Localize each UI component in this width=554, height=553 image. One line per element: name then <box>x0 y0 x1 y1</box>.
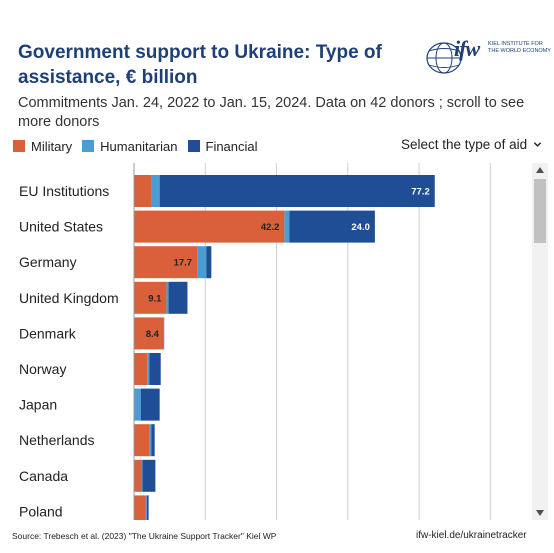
bar-eu-institutions-military[interactable] <box>134 175 152 207</box>
data-label-united-states-military: 42.2 <box>261 222 280 233</box>
category-label-canada: Canada <box>19 468 68 484</box>
data-label-germany-military: 17.7 <box>174 258 193 269</box>
category-label-netherlands: Netherlands <box>19 432 95 448</box>
bar-united-kingdom-military[interactable] <box>134 281 167 314</box>
bar-norway-military[interactable] <box>134 353 148 385</box>
source-link[interactable]: ifw-kiel.de/ukrainetracker <box>416 530 527 541</box>
aid-type-dropdown[interactable]: Select the type of aid <box>401 137 542 152</box>
bar-germany-financial[interactable] <box>206 246 212 279</box>
category-label-poland: Poland <box>19 503 63 519</box>
globe-icon <box>426 42 462 74</box>
data-label-united-kingdom-military: 9.1 <box>148 293 162 304</box>
chevron-down-icon <box>533 142 542 147</box>
bar-united-states-financial[interactable] <box>289 210 375 243</box>
bar-netherlands-humanitarian[interactable] <box>149 424 152 457</box>
category-label-norway: Norway <box>19 361 66 377</box>
bar-chart: EU Institutions 77.2 United States 42.2 24.0… <box>19 163 491 520</box>
caret-up-icon <box>536 167 544 173</box>
category-label-eu-institutions: EU Institutions <box>19 183 109 199</box>
bar-norway-humanitarian[interactable] <box>147 353 150 385</box>
category-label-germany: Germany <box>19 254 77 270</box>
legend-swatch-humanitarian <box>82 140 95 152</box>
bar-poland-military[interactable] <box>134 495 146 520</box>
bar-poland-humanitarian[interactable] <box>145 495 147 520</box>
legend-item-financial[interactable]: Financial <box>187 138 258 154</box>
bar-eu-institutions-humanitarian[interactable] <box>151 175 160 207</box>
chart-area: EU Institutions 77.2 United States 42.2 24.0… <box>0 163 532 520</box>
chart-title: Government support to Ukraine: Type of a… <box>18 42 382 88</box>
bar-united-states-military[interactable] <box>134 210 285 243</box>
category-label-japan: Japan <box>19 397 57 413</box>
caret-down-icon <box>536 510 544 516</box>
legend-swatch-financial <box>187 140 200 152</box>
bar-canada-military[interactable] <box>134 459 142 492</box>
bar-germany-humanitarian[interactable] <box>197 246 207 279</box>
category-label-united-states: United States <box>19 219 103 235</box>
bar-poland-financial[interactable] <box>146 495 149 520</box>
data-label-united-states-financial: 24.0 <box>351 222 370 233</box>
bar-netherlands-financial[interactable] <box>151 424 155 457</box>
legend-label-financial: Financial <box>205 138 258 154</box>
bar-united-states-humanitarian[interactable] <box>284 210 290 243</box>
scrollbar-thumb[interactable] <box>534 179 546 243</box>
chart-scrollbar[interactable] <box>532 163 548 520</box>
bar-germany-military[interactable] <box>134 246 198 279</box>
bar-united-kingdom-humanitarian[interactable] <box>166 281 169 314</box>
bar-norway-financial[interactable] <box>149 353 161 385</box>
data-label-denmark-military: 8.4 <box>146 329 160 340</box>
bar-denmark-military[interactable] <box>134 317 164 350</box>
bar-canada-financial[interactable] <box>142 459 156 492</box>
bar-netherlands-military[interactable] <box>134 424 150 457</box>
bar-canada-humanitarian[interactable] <box>141 459 143 492</box>
legend-item-military[interactable]: Military <box>13 139 72 154</box>
category-label-denmark: Denmark <box>19 325 77 341</box>
logo-tagline-1: KIEL INSTITUTE FOR <box>488 41 543 47</box>
bar-japan-financial[interactable] <box>140 388 160 421</box>
bar-japan-humanitarian[interactable] <box>134 388 141 421</box>
legend: Military Humanitarian Financial <box>13 138 268 154</box>
bar-eu-institutions-financial[interactable] <box>159 175 435 207</box>
category-label-united-kingdom: United Kingdom <box>19 290 119 306</box>
logo-tagline-2: THE WORLD ECONOMY <box>488 48 551 54</box>
data-label-eu-institutions-financial: 77.2 <box>411 187 430 198</box>
scroll-down-arrow[interactable] <box>532 506 548 520</box>
source-note: Source: Trebesch et al. (2023) "The Ukra… <box>12 531 277 541</box>
legend-label-military: Military <box>31 138 73 154</box>
ifw-logo: ifw KIEL INSTITUTE FOR THE WORLD ECONOMY <box>424 34 551 84</box>
aid-type-dropdown-label: Select the type of aid <box>401 137 528 152</box>
chart-subtitle: Commitments Jan. 24, 2022 to Jan. 15, 20… <box>18 95 525 130</box>
bar-united-kingdom-financial[interactable] <box>168 281 188 314</box>
legend-label-humanitarian: Humanitarian <box>100 138 178 154</box>
logo-wordmark: ifw <box>454 36 480 61</box>
scroll-up-arrow[interactable] <box>532 163 548 177</box>
legend-item-humanitarian[interactable]: Humanitarian <box>82 138 178 154</box>
legend-swatch-military <box>13 140 25 152</box>
